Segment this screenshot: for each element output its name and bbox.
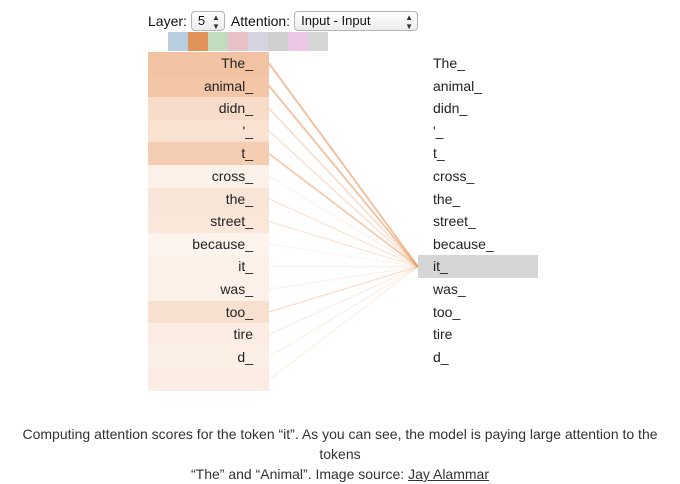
attention-line — [268, 153, 419, 268]
head-swatch[interactable] — [188, 32, 208, 51]
target-token[interactable]: was_ — [433, 280, 466, 297]
target-token[interactable]: The_ — [433, 55, 465, 71]
head-swatch[interactable] — [208, 32, 228, 51]
attention-line — [268, 198, 419, 268]
target-token-selected[interactable]: it_ — [418, 255, 538, 278]
attention-line — [268, 175, 419, 268]
target-token[interactable]: t_ — [433, 145, 445, 162]
attention-lines — [268, 62, 419, 381]
head-swatch[interactable] — [248, 32, 268, 51]
caption-line-1: Computing attention scores for the token… — [22, 426, 658, 462]
target-token[interactable]: '_ — [433, 122, 444, 139]
select-arrows-icon: ▲ ▼ — [212, 13, 220, 31]
head-swatch[interactable] — [288, 32, 308, 51]
source-token[interactable]: because_ — [148, 232, 269, 256]
head-swatch[interactable] — [308, 32, 328, 51]
head-swatch[interactable] — [268, 32, 288, 51]
target-token[interactable]: because_ — [433, 235, 494, 252]
attention-select[interactable]: Input - Input ▲ ▼ — [294, 11, 419, 31]
attention-line — [268, 266, 419, 358]
source-token[interactable]: it_ — [148, 255, 269, 278]
source-token[interactable]: The_ — [148, 52, 269, 75]
target-token[interactable]: the_ — [433, 190, 461, 207]
layer-select[interactable]: 5 ▲ ▼ — [190, 11, 225, 31]
attention-line — [268, 266, 419, 335]
target-token[interactable]: cross_ — [433, 167, 475, 184]
attention-line — [268, 108, 419, 268]
attention-line — [268, 85, 419, 268]
source-token[interactable]: the_ — [148, 187, 269, 211]
source-token[interactable]: too_ — [148, 300, 269, 324]
source-token[interactable]: didn_ — [148, 97, 269, 120]
head-color-swatches — [168, 32, 328, 51]
target-token[interactable]: didn_ — [433, 100, 468, 117]
source-token-column: The_ animal_ didn_ '_ t_ cross_ the_ street_ bec… — [148, 52, 269, 391]
source-token[interactable]: t_ — [148, 142, 269, 165]
attention-label: Attention: — [230, 13, 291, 29]
figure-caption: Computing attention scores for the token… — [0, 424, 680, 484]
source-token[interactable]: '_ — [148, 119, 269, 143]
source-token[interactable]: animal_ — [148, 74, 269, 98]
source-token[interactable]: tire — [148, 323, 269, 346]
source-token[interactable]: was_ — [148, 277, 269, 301]
source-token[interactable]: cross_ — [148, 164, 269, 188]
source-token[interactable]: street_ — [148, 210, 269, 233]
target-token-column: The_ animal_ didn_ '_ t_ cross_ the_ street_bec… — [418, 52, 538, 391]
target-token[interactable] — [418, 368, 538, 391]
head-swatch[interactable] — [228, 32, 248, 51]
attention-line — [268, 130, 419, 268]
source-token[interactable] — [148, 368, 269, 391]
target-token[interactable]: d_ — [433, 348, 449, 365]
target-token[interactable]: street_ — [433, 213, 476, 230]
attention-controls: Layer: 5 ▲ ▼ Attention: Input - Input ▲ ▼ — [148, 10, 424, 32]
source-token[interactable]: d_ — [148, 345, 269, 369]
target-token[interactable]: tire — [433, 326, 453, 343]
attention-line — [268, 62, 419, 268]
attention-value: Input - Input — [301, 13, 371, 28]
head-swatch[interactable] — [168, 32, 188, 51]
target-token[interactable]: animal_ — [433, 77, 483, 94]
layer-value: 5 — [197, 13, 206, 28]
caption-line-2-prefix: “The” and “Animal”. Image source: — [190, 466, 409, 482]
layer-label: Layer: — [148, 13, 187, 29]
select-arrows-icon: ▲ ▼ — [405, 13, 414, 31]
attention-line — [268, 266, 419, 290]
target-token[interactable]: too_ — [433, 303, 461, 320]
attention-line — [268, 243, 419, 268]
caption-line-2: “The” and “Animal”. Image source: Jay Al… — [0, 464, 680, 484]
attention-line — [268, 266, 419, 313]
attention-line — [268, 266, 419, 381]
attention-line — [268, 221, 419, 268]
source-link[interactable]: Jay Alammar — [408, 466, 489, 482]
